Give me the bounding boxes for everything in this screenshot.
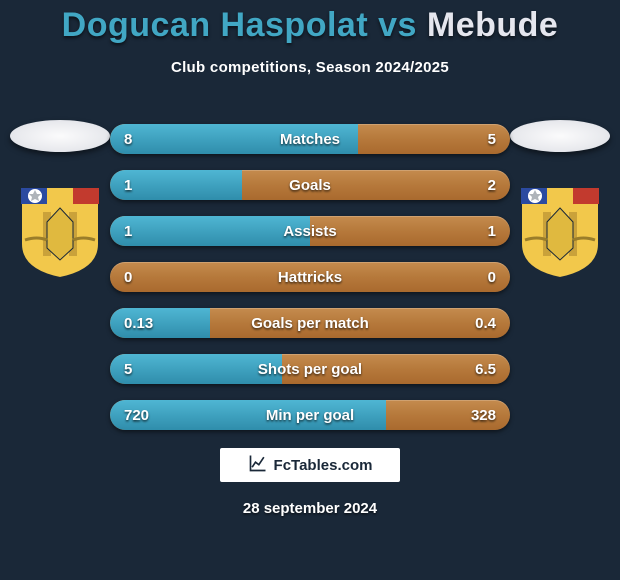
- page-title: Dogucan Haspolat vs Mebude: [0, 0, 620, 45]
- comparison-bars: 8Matches51Goals21Assists10Hattricks00.13…: [110, 124, 510, 446]
- player1-avatar-zone: [10, 120, 110, 280]
- attribution-text: FcTables.com: [274, 457, 373, 474]
- stat-right-value: 0.4: [475, 308, 496, 338]
- stat-label: Shots per goal: [110, 354, 510, 384]
- chart-icon: [248, 453, 268, 477]
- stat-label: Hattricks: [110, 262, 510, 292]
- player2-silhouette: [510, 120, 610, 152]
- player1-club-crest: [17, 182, 103, 280]
- stat-bar: 8Matches5: [110, 124, 510, 154]
- stat-bar: 0.13Goals per match0.4: [110, 308, 510, 338]
- stat-right-value: 6.5: [475, 354, 496, 384]
- stat-label: Goals per match: [110, 308, 510, 338]
- stat-bar: 1Assists1: [110, 216, 510, 246]
- player2-avatar-zone: [510, 120, 610, 280]
- stat-right-value: 0: [488, 262, 496, 292]
- subtitle: Club competitions, Season 2024/2025: [0, 59, 620, 76]
- player1-name: Dogucan Haspolat: [62, 6, 368, 44]
- stat-label: Goals: [110, 170, 510, 200]
- attribution-badge: FcTables.com: [220, 448, 400, 482]
- player2-club-crest: [517, 182, 603, 280]
- stat-bar: 1Goals2: [110, 170, 510, 200]
- stat-label: Assists: [110, 216, 510, 246]
- stat-right-value: 1: [488, 216, 496, 246]
- title-vs: vs: [378, 6, 417, 44]
- stat-bar: 0Hattricks0: [110, 262, 510, 292]
- stat-label: Matches: [110, 124, 510, 154]
- stat-right-value: 328: [471, 400, 496, 430]
- stat-bar: 720Min per goal328: [110, 400, 510, 430]
- stat-label: Min per goal: [110, 400, 510, 430]
- infographic-date: 28 september 2024: [0, 500, 620, 517]
- stat-right-value: 5: [488, 124, 496, 154]
- player2-name: Mebude: [427, 6, 558, 44]
- stat-right-value: 2: [488, 170, 496, 200]
- stat-bar: 5Shots per goal6.5: [110, 354, 510, 384]
- player1-silhouette: [10, 120, 110, 152]
